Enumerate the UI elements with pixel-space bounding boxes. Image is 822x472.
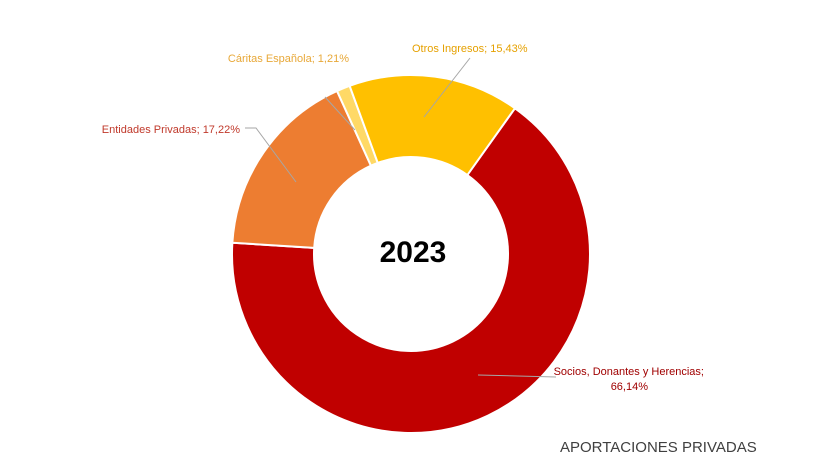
center-year-label: 2023 (380, 236, 447, 269)
data-label: Cáritas Española; 1,21% (228, 53, 349, 65)
leader-lines (245, 57, 557, 378)
slice-entidades-privadas (231, 89, 373, 249)
leader-line (423, 57, 471, 118)
chart-footer-title: APORTACIONES PRIVADAS (560, 439, 757, 456)
data-label-value: 66,14% (611, 381, 649, 393)
slice-otros-ingresos (348, 74, 517, 177)
donut-slices (231, 74, 591, 434)
leader-line (245, 127, 297, 183)
slice-socios-donantes-y-herencias (231, 106, 591, 434)
data-label: Socios, Donantes y Herencias; (554, 366, 704, 378)
data-label: Otros Ingresos; 15,43% (412, 43, 528, 55)
data-labels: Socios, Donantes y Herencias; 66,14% Entid… (102, 43, 704, 393)
leader-line (324, 96, 356, 131)
leader-line (477, 374, 557, 378)
data-label: Entidades Privadas; 17,22% (102, 124, 240, 136)
